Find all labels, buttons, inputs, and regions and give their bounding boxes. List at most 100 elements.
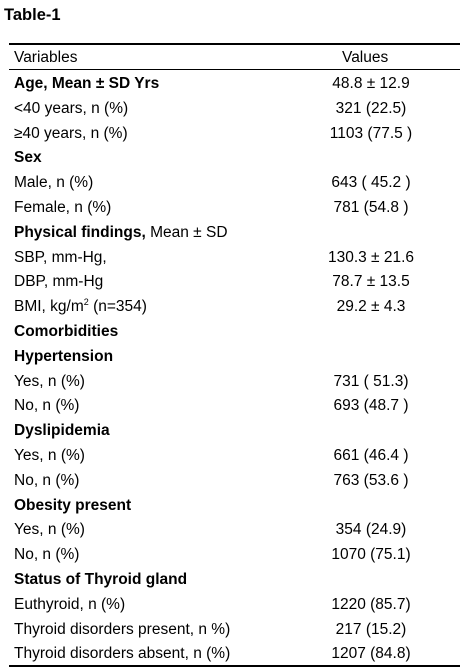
row-value: 130.3 ± 21.6 (327, 248, 415, 266)
table-bottom-rule (9, 665, 460, 667)
row-value: 1220 (85.7) (331, 595, 411, 613)
row-label-text: Euthyroid, n (%) (14, 595, 126, 613)
table-row: Yes, n (%) 731 ( 51.3) (9, 370, 460, 395)
row-value: 78.7 ± 13.5 (332, 273, 410, 291)
table-row: Status of Thyroid gland (9, 568, 460, 593)
row-label-text: <40 years, n (%) (14, 99, 129, 117)
table-row: Thyroid disorders absent, n (%) 1207 (84… (9, 642, 460, 667)
row-label: Sex (14, 148, 42, 168)
row-label-bold: Comorbidities (14, 322, 119, 340)
table-row: Sex (9, 146, 460, 171)
row-value: 354 (24.9) (335, 521, 407, 539)
row-label: No, n (%) (14, 396, 79, 416)
row-label: BMI, kg/m2 (n=354) (14, 297, 147, 317)
row-value: 661 (46.4 ) (333, 446, 409, 464)
table-row: Age, Mean ± SD Yrs 48.8 ± 12.9 (9, 72, 460, 97)
row-label: ≥40 years, n (%) (14, 124, 128, 144)
table-row: BMI, kg/m2 (n=354) 29.2 ± 4.3 (9, 295, 460, 320)
row-label: No, n (%) (14, 545, 79, 565)
table-header-rule (9, 69, 460, 70)
row-label-text: Yes, n (%) (14, 521, 85, 539)
table-body: Age, Mean ± SD Yrs 48.8 ± 12.9 <40 years… (9, 72, 460, 667)
row-value: 48.8 ± 12.9 (332, 75, 410, 92)
table-row: Hypertension (9, 345, 460, 370)
row-value: 731 ( 51.3) (333, 372, 409, 390)
row-label-text: Thyroid disorders present, n %) (14, 620, 231, 638)
row-label-bold: Status of Thyroid gland (14, 570, 188, 588)
row-label: <40 years, n (%) (14, 99, 128, 119)
row-value: 1207 (84.8) (331, 645, 411, 663)
row-label: Hypertension (14, 347, 113, 367)
table-row: No, n (%) 1070 (75.1) (9, 543, 460, 568)
row-label: SBP, mm-Hg, (14, 248, 107, 268)
row-value: 1070 (75.1) (331, 546, 411, 564)
row-label: Dyslipidemia (14, 421, 110, 441)
table-row: Obesity present (9, 494, 460, 519)
table-header: Variables Values (9, 46, 460, 68)
row-label: DBP, mm-Hg (14, 272, 103, 292)
row-label-text: BMI, kg/m (14, 298, 84, 316)
row-label: Male, n (%) (14, 173, 93, 193)
row-label: Thyroid disorders present, n %) (14, 620, 230, 640)
table-row: Male, n (%) 643 ( 45.2 ) (9, 171, 460, 196)
row-label-suffix: (n=354) (88, 298, 147, 316)
table-row: Euthyroid, n (%) 1220 (85.7) (9, 593, 460, 618)
row-label: Comorbidities (14, 322, 118, 342)
row-value: 29.2 ± 4.3 (336, 298, 406, 316)
row-value: 781 (54.8 ) (333, 198, 409, 216)
row-label: Thyroid disorders absent, n (%) (14, 644, 230, 664)
table-caption: Table-1 (4, 6, 61, 24)
row-label: Female, n (%) (14, 198, 111, 218)
table-row: DBP, mm-Hg 78.7 ± 13.5 (9, 270, 460, 295)
row-label: Yes, n (%) (14, 520, 85, 540)
row-label-text: No, n (%) (14, 397, 80, 415)
table-row: Yes, n (%) 354 (24.9) (9, 518, 460, 543)
row-label: Yes, n (%) (14, 372, 85, 392)
row-label-bold: Age, Mean ± SD Yrs (14, 75, 160, 92)
table-row: Female, n (%) 781 (54.8 ) (9, 196, 460, 221)
table-row: <40 years, n (%) 321 (22.5) (9, 97, 460, 122)
table-top-rule (9, 43, 460, 45)
row-label-bold: Sex (14, 149, 42, 167)
table-row: Thyroid disorders present, n %) 217 (15.… (9, 618, 460, 643)
table-row: ≥40 years, n (%) 1103 (77.5 ) (9, 122, 460, 147)
row-label: Yes, n (%) (14, 446, 85, 466)
row-value: 643 ( 45.2 ) (331, 174, 411, 192)
column-header-values: Values (342, 49, 389, 66)
row-label: Age, Mean ± SD Yrs (14, 74, 159, 94)
row-label-text: Yes, n (%) (14, 372, 85, 390)
row-label-text: DBP, mm-Hg (14, 273, 104, 291)
row-label: Euthyroid, n (%) (14, 595, 125, 615)
row-value: 693 (48.7 ) (333, 397, 409, 415)
row-label-bold: Obesity present (14, 496, 132, 514)
row-label-text: Male, n (%) (14, 174, 94, 192)
table-row: No, n (%) 763 (53.6 ) (9, 469, 460, 494)
row-label-text: Thyroid disorders absent, n (%) (14, 645, 231, 663)
table-row: Yes, n (%) 661 (46.4 ) (9, 444, 460, 469)
row-label-text: Mean ± SD (145, 223, 228, 241)
row-label-bold: Physical findings, (14, 223, 146, 241)
row-label-text: Female, n (%) (14, 198, 112, 216)
row-label-text: ≥40 years, n (%) (14, 124, 128, 142)
row-value: 763 (53.6 ) (333, 471, 409, 489)
table-row: No, n (%) 693 (48.7 ) (9, 394, 460, 419)
row-label-text: No, n (%) (14, 471, 80, 489)
table-row: Comorbidities (9, 320, 460, 345)
row-label-text: Yes, n (%) (14, 446, 85, 464)
row-value: 1103 (77.5 ) (329, 124, 413, 142)
row-label-superscript: 2 (83, 297, 89, 308)
row-value: 321 (22.5) (335, 99, 407, 117)
row-label-bold: Dyslipidemia (14, 422, 110, 440)
row-value: 217 (15.2) (335, 620, 407, 638)
column-header-variables: Variables (14, 49, 78, 66)
row-label-bold: Hypertension (14, 347, 114, 365)
table-row: Physical findings, Mean ± SD (9, 221, 460, 246)
row-label-text: No, n (%) (14, 546, 80, 564)
table-row: Dyslipidemia (9, 419, 460, 444)
row-label: No, n (%) (14, 471, 79, 491)
row-label: Physical findings, Mean ± SD (14, 223, 228, 243)
row-label: Obesity present (14, 496, 131, 516)
row-label: Status of Thyroid gland (14, 570, 187, 590)
row-label-text: SBP, mm-Hg, (14, 248, 107, 266)
table-row: SBP, mm-Hg, 130.3 ± 21.6 (9, 246, 460, 271)
